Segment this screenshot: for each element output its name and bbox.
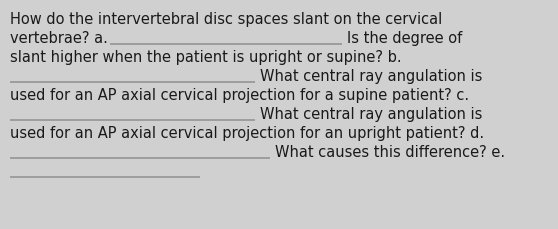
- Text: What causes this difference? e.: What causes this difference? e.: [275, 144, 505, 159]
- Text: slant higher when the patient is upright or supine? b.: slant higher when the patient is upright…: [10, 50, 402, 65]
- Text: What central ray angulation is: What central ray angulation is: [260, 69, 482, 84]
- Text: vertebrae? a.: vertebrae? a.: [10, 31, 108, 46]
- Text: How do the intervertebral disc spaces slant on the cervical: How do the intervertebral disc spaces sl…: [10, 12, 442, 27]
- Text: Is the degree of: Is the degree of: [347, 31, 462, 46]
- Text: What central ray angulation is: What central ray angulation is: [260, 106, 482, 121]
- Text: used for an AP axial cervical projection for an upright patient? d.: used for an AP axial cervical projection…: [10, 125, 484, 140]
- Text: used for an AP axial cervical projection for a supine patient? c.: used for an AP axial cervical projection…: [10, 88, 469, 103]
